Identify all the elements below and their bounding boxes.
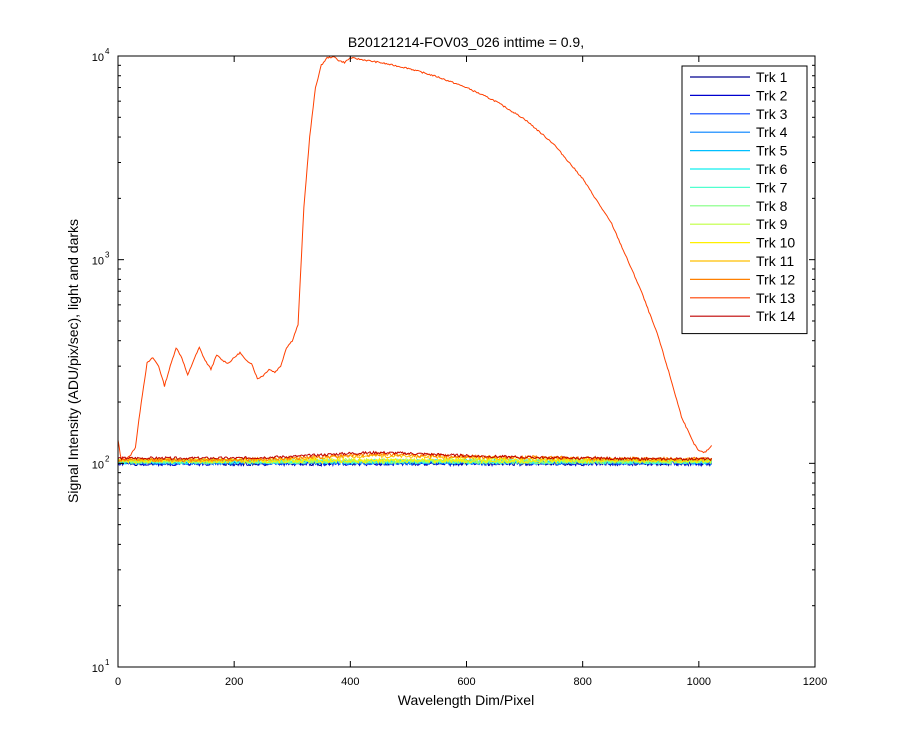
legend-label: Trk 4 [756,124,788,140]
legend-label: Trk 8 [756,198,788,214]
x-tick-label: 1000 [687,676,711,688]
legend-box [681,65,808,335]
y-axis-label: Signal Intensity (ADU/pix/sec), light an… [65,219,81,503]
x-tick-label: 400 [341,676,359,688]
y-tick-label-exponent: 3 [105,251,110,260]
series-line-trk-14 [117,450,713,462]
x-tick-label: 200 [225,676,243,688]
x-axis-label: Wavelength Dim/Pixel [398,692,534,708]
y-tick-label-base: 10 [92,256,104,268]
y-tick-label-base: 10 [92,459,104,471]
legend-label: Trk 14 [756,308,795,324]
x-tick-label: 1200 [803,676,827,688]
x-tick-label: 600 [457,676,475,688]
legend-label: Trk 1 [756,69,788,85]
legend-label: Trk 12 [756,271,795,287]
x-tick-label: 0 [115,676,121,688]
y-tick-label-exponent: 1 [105,658,110,667]
y-tick-label-exponent: 2 [105,454,110,463]
legend-label: Trk 10 [756,235,795,251]
y-tick-label-exponent: 4 [105,47,110,56]
legend-label: Trk 11 [756,253,794,269]
series-line-trk-13 [117,55,713,461]
y-tick-label-base: 10 [92,663,104,675]
legend-label: Trk 5 [756,143,788,159]
legend: Trk 1 Trk 2 Trk 3 Trk 4 Trk 5 Trk 6 Trk 7 Trk 8… [681,65,808,335]
legend-label: Trk 9 [756,216,788,232]
series-lines [117,55,713,468]
x-tick-label: 800 [573,676,591,688]
legend-label: Trk 3 [756,106,788,122]
legend-label: Trk 13 [756,290,795,306]
y-tick-label-base: 10 [92,52,104,64]
series-line-trk-10 [117,457,712,465]
legend-label: Trk 7 [756,179,788,195]
legend-label: Trk 2 [756,87,788,103]
legend-label: Trk 6 [756,161,788,177]
chart-title: B20121214-FOV03_026 inttime = 0.9, [348,34,584,50]
